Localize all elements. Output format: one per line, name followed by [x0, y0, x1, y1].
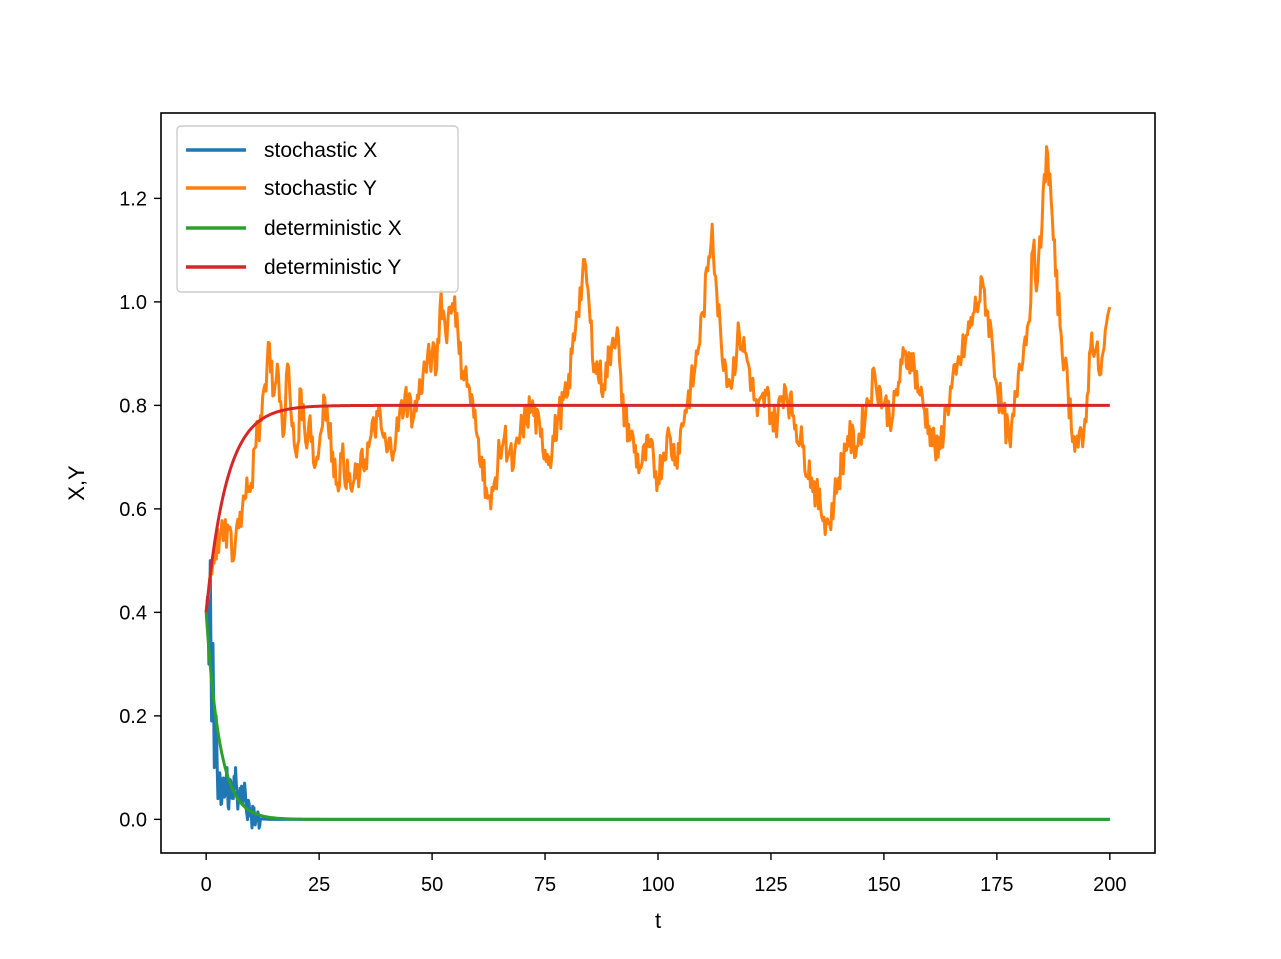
x-tick-label: 150 — [867, 874, 900, 896]
x-tick-label: 0 — [201, 874, 212, 896]
x-axis-ticks: 0 25 50 75 100 125 150 175 200 — [201, 853, 1127, 896]
series-line-deterministic-x — [204, 612, 1111, 821]
y-axis-ticks: 0.0 0.2 0.4 0.6 0.8 1.0 1.2 — [119, 188, 161, 831]
x-tick-label: 25 — [308, 874, 330, 896]
x-tick-label: 100 — [641, 874, 674, 896]
x-tick-label: 125 — [754, 874, 787, 896]
y-tick-label: 0.4 — [119, 602, 147, 624]
series-layer — [204, 145, 1112, 830]
legend: stochastic X stochastic Y deterministic … — [176, 125, 459, 293]
y-tick-label: 0.2 — [119, 706, 147, 728]
y-tick-label: 0.6 — [119, 499, 147, 521]
legend-label-deterministic-x: deterministic X — [264, 217, 402, 240]
legend-label-deterministic-y: deterministic Y — [264, 256, 401, 279]
x-tick-label: 75 — [534, 874, 556, 896]
y-tick-label: 1.0 — [119, 292, 147, 314]
legend-label-stochastic-x: stochastic X — [264, 139, 377, 162]
x-tick-label: 200 — [1093, 874, 1126, 896]
legend-label-stochastic-y: stochastic Y — [264, 177, 377, 200]
x-axis-label: t — [655, 908, 661, 933]
x-tick-label: 50 — [421, 874, 443, 896]
series-line-deterministic-y — [204, 403, 1111, 613]
y-tick-label: 0.0 — [119, 809, 147, 831]
y-tick-label: 1.2 — [119, 188, 147, 210]
y-tick-label: 0.8 — [119, 395, 147, 417]
legend-box — [176, 125, 459, 293]
series-line-stochastic-y — [204, 145, 1112, 613]
y-axis-label: X,Y — [64, 465, 89, 501]
x-tick-label: 175 — [980, 874, 1013, 896]
series-line-stochastic-x — [204, 559, 1111, 830]
